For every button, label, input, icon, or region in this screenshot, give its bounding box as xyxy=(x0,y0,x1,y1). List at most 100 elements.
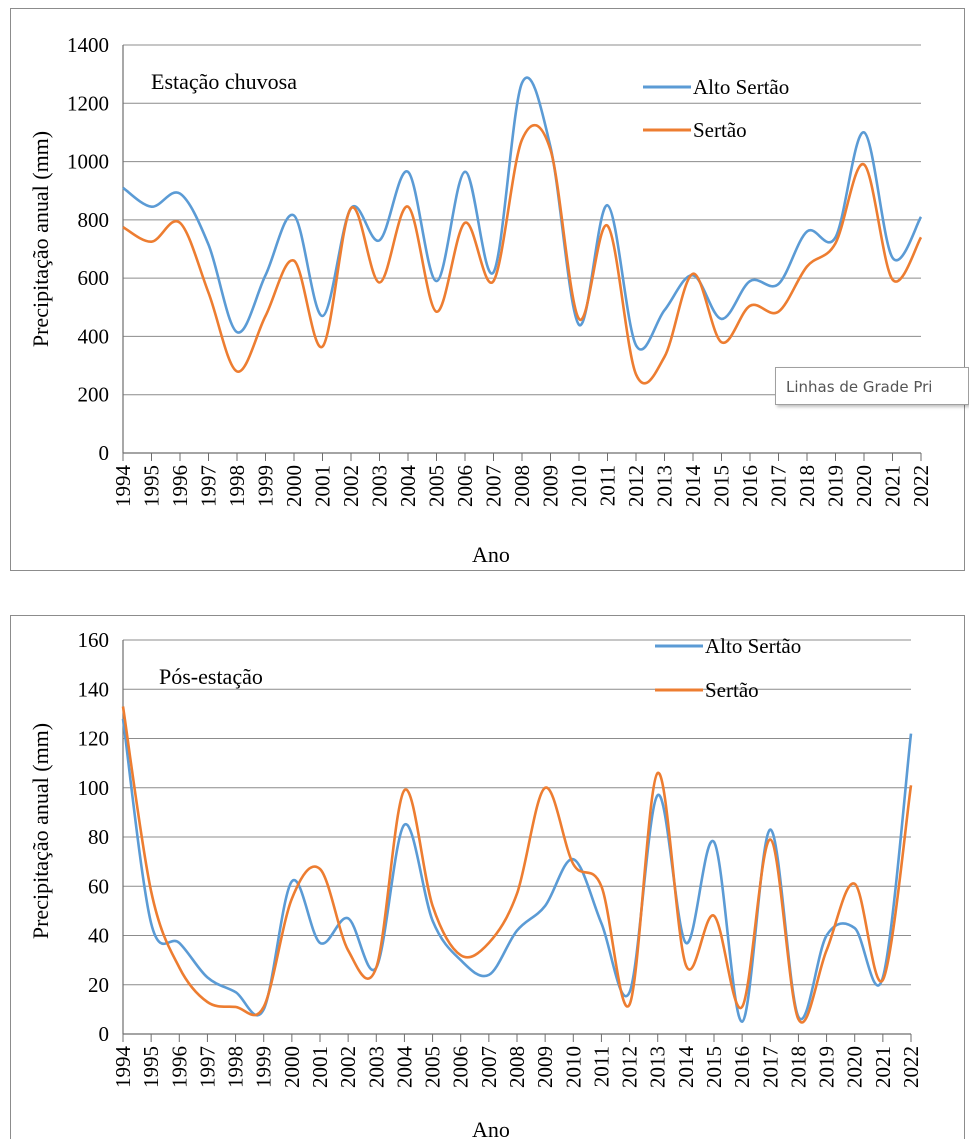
x-tick-label: 2003 xyxy=(368,465,392,507)
x-tick-label: 2015 xyxy=(702,1046,726,1088)
series-lines xyxy=(122,76,923,385)
x-tick-label: 1994 xyxy=(111,1046,135,1089)
legend-label: Sertão xyxy=(705,678,759,702)
x-tick-label: 2001 xyxy=(308,1046,332,1088)
x-tick-label: 2011 xyxy=(596,465,620,506)
x-tick-label: 2004 xyxy=(392,1046,416,1089)
x-tick-label: 1999 xyxy=(252,1046,276,1088)
y-tick-labels: 0 200 400 600 800 1000 1200 1400 xyxy=(67,33,109,465)
legend-label: Alto Sertão xyxy=(705,634,801,658)
y-tick-label: 1400 xyxy=(67,33,109,57)
chart-rainy-season: 0 200 400 600 800 1000 1200 1400 1994 1995 1996 19… xyxy=(28,33,933,567)
x-tick-label: 2005 xyxy=(425,465,449,507)
y-tick-label: 120 xyxy=(78,727,110,751)
x-axis-title: Ano xyxy=(472,1117,510,1140)
series-line-alto-sertao xyxy=(122,76,923,351)
x-tick-label: 2011 xyxy=(589,1046,613,1087)
x-tick-label: 2008 xyxy=(510,465,534,507)
y-tick-label: 1200 xyxy=(67,91,109,115)
x-tick-label: 1995 xyxy=(139,1046,163,1088)
x-tick-label: 2016 xyxy=(738,465,762,507)
y-tick-label: 1000 xyxy=(67,150,109,174)
x-tick-label: 2005 xyxy=(421,1046,445,1088)
x-tick-label: 1999 xyxy=(254,465,278,507)
x-tick-label: 2010 xyxy=(567,465,591,507)
chart-annotation: Pós-estação xyxy=(159,664,263,689)
y-axis-title: Precipitação anual (mm) xyxy=(28,723,53,939)
y-tick-label: 20 xyxy=(88,973,109,997)
series-line-sertao xyxy=(121,706,913,1024)
x-tick-label: 2000 xyxy=(282,465,306,507)
series-lines xyxy=(121,706,913,1024)
x-tick-label: 2008 xyxy=(505,1046,529,1088)
x-tick-label: 2010 xyxy=(561,1046,585,1088)
x-tick-label: 2014 xyxy=(674,1046,698,1089)
legend: Alto Sertão Sertão xyxy=(655,634,801,702)
x-tick-label: 2013 xyxy=(646,1046,670,1088)
y-tick-label: 200 xyxy=(78,383,110,407)
x-tick-label: 2009 xyxy=(533,1046,557,1088)
x-tick-label: 2020 xyxy=(843,1046,867,1088)
x-tick-labels: 1994 1995 1996 1997 1998 1999 2000 2001 2002 2003… xyxy=(111,1034,923,1088)
legend: Alto Sertão Sertão xyxy=(643,75,789,142)
x-tick-label: 2002 xyxy=(336,1046,360,1088)
y-axis-title: Precipitação anual (mm) xyxy=(28,131,53,347)
chart-panel-rainy-season: 0 200 400 600 800 1000 1200 1400 1994 1995 1996 19… xyxy=(10,8,965,571)
x-tick-label: 2004 xyxy=(396,465,420,508)
chart-annotation: Estação chuvosa xyxy=(151,69,297,94)
x-tick-label: 1998 xyxy=(224,1046,248,1088)
legend-label: Sertão xyxy=(693,118,747,142)
x-tick-label: 2002 xyxy=(339,465,363,507)
y-tick-label: 400 xyxy=(78,324,110,348)
y-tick-label: 0 xyxy=(99,441,110,465)
x-tick-label: 2007 xyxy=(482,465,506,507)
x-tick-label: 2018 xyxy=(786,1046,810,1088)
x-tick-label: 2017 xyxy=(767,465,791,507)
y-tick-label: 60 xyxy=(88,874,109,898)
x-tick-label: 1994 xyxy=(111,465,135,508)
x-tick-label: 2019 xyxy=(815,1046,839,1088)
x-tick-label: 2016 xyxy=(730,1046,754,1088)
x-tick-labels: 1994 1995 1996 1997 1998 1999 2000 2001 2002 2003… xyxy=(111,453,933,507)
x-tick-label: 2022 xyxy=(909,465,933,507)
y-tick-label: 160 xyxy=(78,628,110,652)
series-line-alto-sertao xyxy=(121,718,913,1024)
x-tick-label: 2019 xyxy=(824,465,848,507)
x-tick-label: 2001 xyxy=(311,465,335,507)
x-tick-label: 2021 xyxy=(881,465,905,507)
x-tick-label: 2006 xyxy=(449,1046,473,1088)
x-tick-label: 2006 xyxy=(453,465,477,507)
x-tick-label: 2009 xyxy=(539,465,563,507)
x-tick-label: 2012 xyxy=(624,465,648,507)
y-tick-label: 140 xyxy=(78,677,110,701)
x-tick-label: 2020 xyxy=(852,465,876,507)
x-tick-label: 2017 xyxy=(758,1046,782,1088)
legend-label: Alto Sertão xyxy=(693,75,789,99)
x-tick-label: 1997 xyxy=(197,465,221,507)
y-tick-labels: 0 20 40 60 80 100 120 140 160 xyxy=(78,628,110,1046)
y-tick-label: 800 xyxy=(78,208,110,232)
gridlines xyxy=(123,639,911,986)
x-tick-label: 1998 xyxy=(225,465,249,507)
chart-panel-post-season: 0 20 40 60 80 100 120 140 160 1994 1995 1996 1997 19… xyxy=(10,615,965,1140)
y-tick-label: 100 xyxy=(78,776,110,800)
gridlines-tooltip: Linhas de Grade Pri xyxy=(775,367,969,405)
x-tick-label: 1996 xyxy=(167,1046,191,1088)
x-tick-label: 2007 xyxy=(477,1046,501,1088)
y-tick-label: 80 xyxy=(88,825,109,849)
x-tick-label: 2013 xyxy=(653,465,677,507)
x-tick-label: 2012 xyxy=(618,1046,642,1088)
x-tick-label: 2015 xyxy=(710,465,734,507)
x-tick-label: 2014 xyxy=(681,465,705,508)
x-axis-title: Ano xyxy=(472,542,510,567)
x-tick-label: 2000 xyxy=(280,1046,304,1088)
x-tick-label: 1997 xyxy=(195,1046,219,1088)
x-tick-label: 2022 xyxy=(899,1046,923,1088)
x-tick-label: 2018 xyxy=(795,465,819,507)
x-tick-label: 2021 xyxy=(871,1046,895,1088)
series-line-sertao xyxy=(122,123,923,385)
y-tick-label: 40 xyxy=(88,924,109,948)
y-tick-label: 600 xyxy=(78,266,110,290)
x-tick-label: 1996 xyxy=(168,465,192,507)
